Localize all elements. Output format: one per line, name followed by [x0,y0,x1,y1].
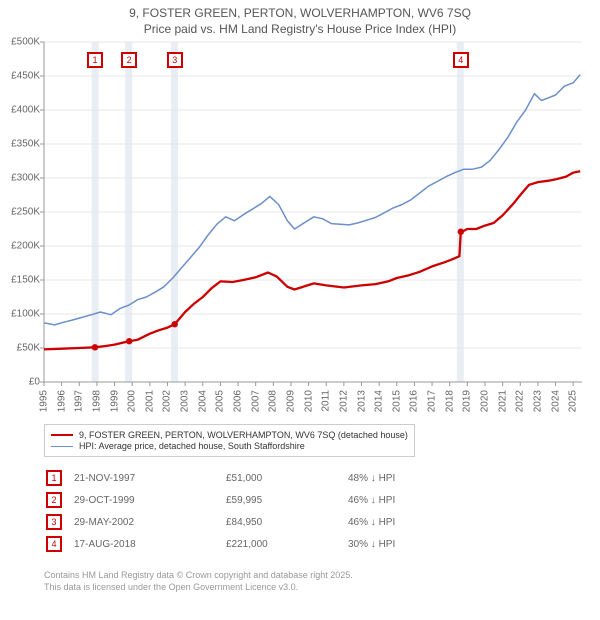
y-tick-label: £450K [0,71,43,82]
event-price: £84,950 [226,512,346,532]
legend-swatch [51,434,73,436]
event-diff: 46% ↓ HPI [348,512,405,532]
event-index-box: 4 [46,536,62,552]
x-tick-label: 2013 [356,390,367,412]
footer-line-1: Contains HM Land Registry data © Crown c… [44,570,353,582]
event-index-box: 2 [46,492,62,508]
event-marker: 2 [121,52,137,68]
legend-label: HPI: Average price, detached house, Sout… [79,441,305,451]
x-tick-label: 2020 [479,390,490,412]
chart-plot [44,42,582,382]
x-tick-label: 2006 [233,390,244,412]
x-tick-label: 2024 [550,390,561,412]
event-row: 2 29-OCT-1999£59,99546% ↓ HPI [46,490,405,510]
y-tick-label: £100K [0,309,43,320]
y-tick-label: £150K [0,275,43,286]
x-tick-label: 1996 [56,390,67,412]
x-tick-label: 2008 [268,390,279,412]
event-row: 3 29-MAY-2002£84,95046% ↓ HPI [46,512,405,532]
footer-attribution: Contains HM Land Registry data © Crown c… [44,570,353,593]
x-tick-label: 2023 [532,390,543,412]
x-tick-label: 2004 [197,390,208,412]
x-tick-label: 2016 [409,390,420,412]
event-row: 1 21-NOV-1997£51,00048% ↓ HPI [46,468,405,488]
event-price: £51,000 [226,468,346,488]
x-tick-label: 2000 [127,390,138,412]
x-tick-label: 2001 [144,390,155,412]
x-tick-label: 2019 [462,390,473,412]
x-tick-label: 2021 [497,390,508,412]
figure: 9, FOSTER GREEN, PERTON, WOLVERHAMPTON, … [0,0,600,620]
x-tick-label: 2025 [568,390,579,412]
x-tick-label: 2007 [250,390,261,412]
x-tick-label: 2003 [180,390,191,412]
event-index-box: 1 [46,470,62,486]
footer-line-2: This data is licensed under the Open Gov… [44,582,353,594]
event-diff: 48% ↓ HPI [348,468,405,488]
legend-row: HPI: Average price, detached house, Sout… [51,441,408,451]
y-tick-label: £300K [0,173,43,184]
y-tick-label: £200K [0,241,43,252]
x-tick-label: 1995 [39,390,50,412]
x-tick-label: 2018 [444,390,455,412]
event-diff: 30% ↓ HPI [348,534,405,554]
y-tick-label: £500K [0,37,43,48]
x-tick-label: 2002 [162,390,173,412]
x-tick-label: 1998 [91,390,102,412]
legend-row: 9, FOSTER GREEN, PERTON, WOLVERHAMPTON, … [51,430,408,440]
x-tick-label: 2012 [338,390,349,412]
event-date: 17-AUG-2018 [74,534,224,554]
event-marker: 4 [453,52,469,68]
title-line-2: Price paid vs. HM Land Registry's House … [0,22,600,38]
event-diff: 46% ↓ HPI [348,490,405,510]
x-tick-label: 2017 [427,390,438,412]
legend: 9, FOSTER GREEN, PERTON, WOLVERHAMPTON, … [44,424,415,457]
event-price: £59,995 [226,490,346,510]
x-tick-label: 2022 [515,390,526,412]
x-tick-label: 2014 [374,390,385,412]
event-date: 29-MAY-2002 [74,512,224,532]
event-marker: 1 [87,52,103,68]
title-line-1: 9, FOSTER GREEN, PERTON, WOLVERHAMPTON, … [0,6,600,22]
x-tick-label: 1999 [109,390,120,412]
y-tick-label: £0 [0,377,43,388]
chart-title: 9, FOSTER GREEN, PERTON, WOLVERHAMPTON, … [0,0,600,37]
event-date: 29-OCT-1999 [74,490,224,510]
events-table: 1 21-NOV-1997£51,00048% ↓ HPI 2 29-OCT-1999… [44,466,407,556]
event-index-box: 3 [46,514,62,530]
event-price: £221,000 [226,534,346,554]
y-tick-label: £350K [0,139,43,150]
x-tick-label: 2010 [303,390,314,412]
event-marker: 3 [167,52,183,68]
y-tick-label: £400K [0,105,43,116]
legend-label: 9, FOSTER GREEN, PERTON, WOLVERHAMPTON, … [79,430,408,440]
x-tick-label: 2009 [285,390,296,412]
event-row: 4 17-AUG-2018£221,00030% ↓ HPI [46,534,405,554]
event-date: 21-NOV-1997 [74,468,224,488]
x-tick-label: 1997 [74,390,85,412]
x-tick-label: 2015 [391,390,402,412]
x-tick-label: 2011 [321,390,332,412]
y-tick-label: £250K [0,207,43,218]
legend-swatch [51,446,73,447]
x-tick-label: 2005 [215,390,226,412]
y-tick-label: £50K [0,343,43,354]
